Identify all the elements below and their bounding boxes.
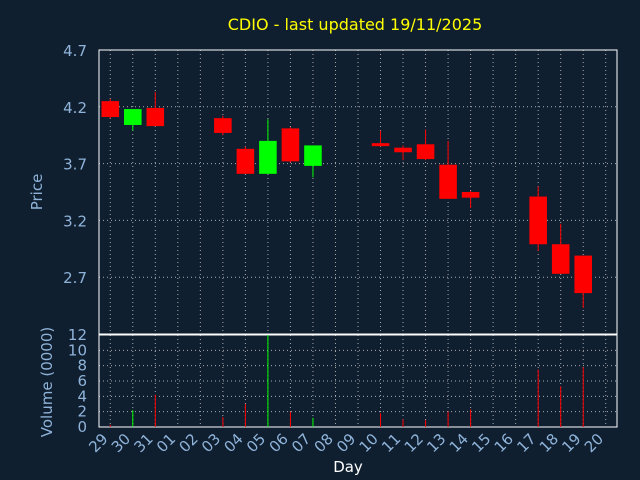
price-ytick-label: 4.2 [63, 99, 87, 117]
candle-body [281, 128, 300, 162]
price-ytick-label: 2.7 [63, 269, 87, 287]
volume-ytick-label: 6 [77, 372, 87, 390]
volume-ytick-label: 4 [77, 387, 87, 405]
volume-frame [98, 334, 618, 428]
volume-ytick-label: 2 [77, 403, 87, 421]
candle-body [214, 118, 232, 133]
candle-body [123, 109, 142, 125]
volume-ytick-label: 8 [77, 357, 87, 375]
volume-ytick-label: 0 [77, 418, 87, 436]
candle-body [371, 143, 390, 147]
price-ytick-label: 4.7 [63, 42, 87, 60]
candle-body [551, 244, 570, 274]
price-ytick-label: 3.2 [63, 212, 87, 230]
candle-body [101, 101, 120, 118]
x-axis-label: Day [333, 458, 363, 476]
price-panel: 4.7 4.2 3.7 3.2 2.7 [63, 42, 618, 335]
price-axis-label: Price [28, 174, 46, 211]
x-tick-label: 20 [581, 430, 607, 456]
chart-title: CDIO - last updated 19/11/2025 [228, 15, 483, 34]
candle-body [146, 107, 165, 127]
price-ytick-label: 3.7 [63, 156, 87, 174]
candle-body [394, 147, 412, 153]
volume-ytick-label: 12 [68, 326, 87, 344]
candle-body [574, 255, 593, 294]
candle-body [416, 144, 435, 160]
volume-ytick-label: 10 [68, 341, 87, 359]
volume-axis-label: Volume (0000) [38, 327, 56, 437]
candle-body [439, 164, 457, 199]
candle-body [259, 140, 277, 174]
candle-body [304, 145, 322, 166]
price-frame [98, 49, 618, 335]
candle-body [236, 148, 255, 174]
candle-body [529, 196, 547, 245]
candle-body [461, 192, 480, 198]
